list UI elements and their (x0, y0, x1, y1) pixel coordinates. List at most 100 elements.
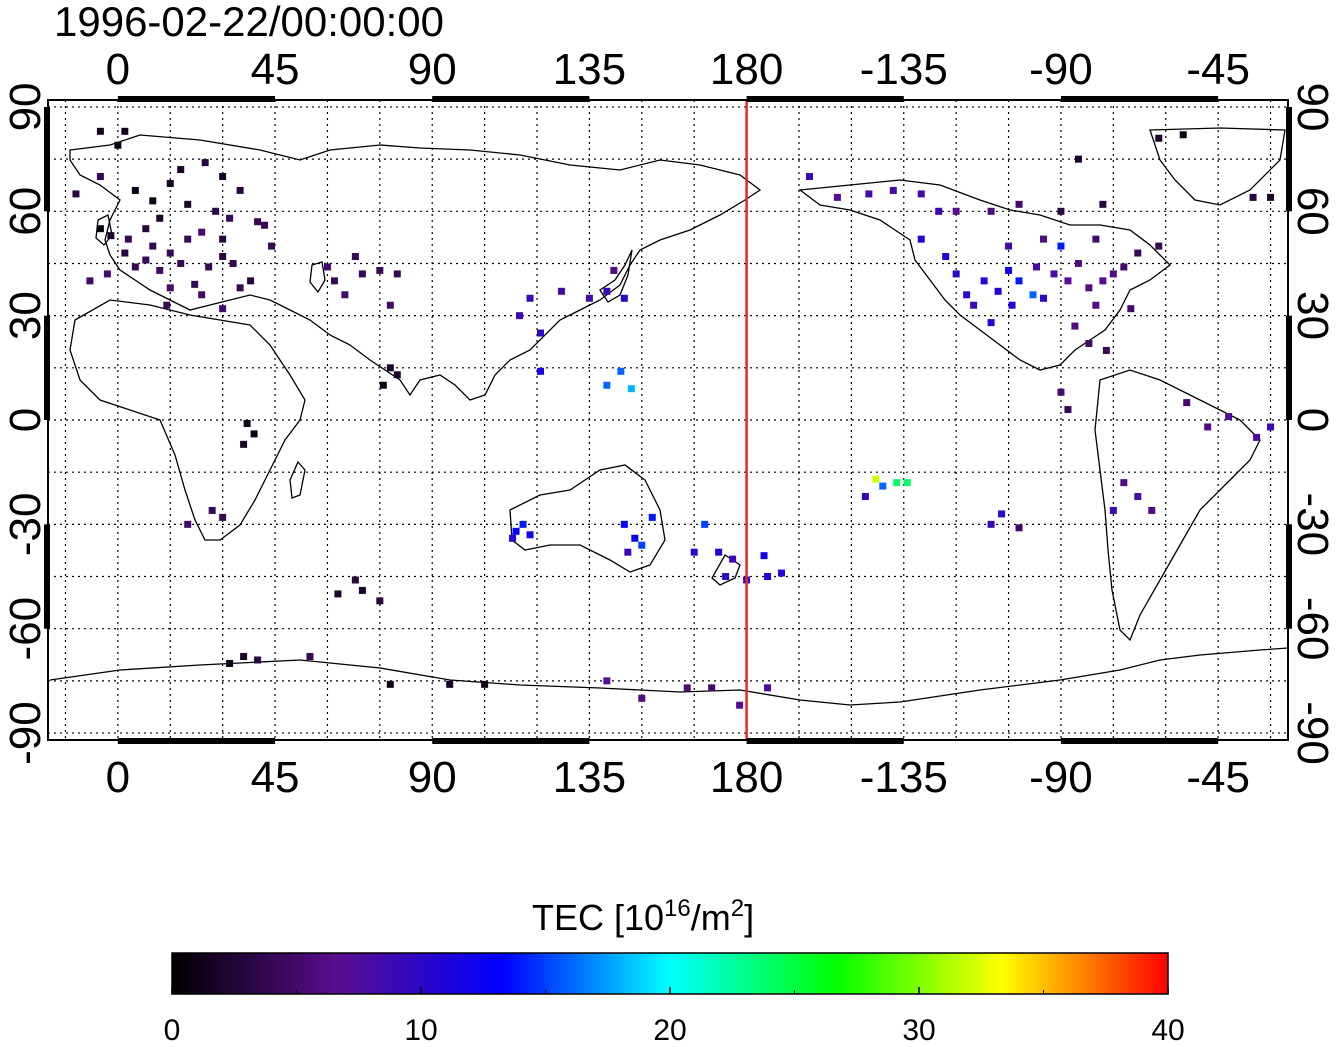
tec-station-marker (1179, 131, 1187, 139)
tec-station-marker (177, 166, 185, 174)
tec-station-marker (142, 256, 150, 264)
tec-station-marker (1134, 493, 1142, 501)
tec-station-marker (393, 371, 401, 379)
lat-tick-left: 60 (1, 187, 50, 236)
lat-tick-right: 90 (1288, 82, 1337, 131)
tec-station-marker (683, 684, 691, 692)
tec-station-marker (715, 548, 723, 556)
tec-station-marker (833, 193, 841, 201)
tec-station-marker (764, 573, 772, 581)
tec-station-marker (1039, 294, 1047, 302)
coastline-africa (69, 299, 306, 541)
tec-station-marker (1155, 134, 1163, 142)
lon-tick-bottom: 180 (710, 753, 783, 802)
tec-station-marker (121, 127, 129, 135)
tec-station-marker (603, 677, 611, 685)
tec-station-marker (205, 263, 213, 271)
frame-lat-band (44, 106, 50, 212)
tec-station-marker (219, 513, 227, 521)
colorbar-label-mid: /m (691, 897, 731, 938)
colorbar-tick-label: 10 (404, 1014, 437, 1042)
lon-tick-top: 90 (408, 45, 457, 94)
tec-station-marker (142, 225, 150, 233)
coastline-greenland (1149, 127, 1286, 206)
tec-station-marker (198, 228, 206, 236)
tec-station-marker (627, 385, 635, 393)
tec-station-marker (1092, 235, 1100, 243)
tec-station-marker (987, 520, 995, 528)
coastline-antarctica (49, 647, 1288, 706)
lon-tick-top: 45 (251, 45, 300, 94)
tec-station-marker (998, 510, 1006, 518)
tec-station-marker (1005, 266, 1013, 274)
tec-station-marker (72, 190, 80, 198)
tec-station-marker (1071, 322, 1079, 330)
tec-station-marker (351, 253, 359, 261)
tec-station-marker (1039, 235, 1047, 243)
tec-station-marker (512, 527, 520, 535)
tec-station-marker (177, 259, 185, 267)
tec-station-marker (1267, 423, 1275, 431)
tec-station-marker (889, 186, 897, 194)
tec-station-marker (163, 301, 171, 309)
lon-tick-top: 135 (553, 45, 626, 94)
tec-station-marker (872, 475, 880, 483)
tec-station-marker (114, 141, 122, 149)
lon-tick-bottom: -90 (1029, 753, 1093, 802)
frame-lon-band (432, 96, 590, 102)
tec-station-marker (729, 555, 737, 563)
tec-station-marker (701, 520, 709, 528)
tec-station-marker (557, 287, 565, 295)
coastline-south-america (1094, 369, 1261, 642)
tec-station-marker (603, 287, 611, 295)
coastlines (49, 127, 1288, 706)
tec-station-marker (131, 186, 139, 194)
tec-station-marker (708, 684, 716, 692)
tec-station-marker (903, 479, 911, 487)
tec-station-marker (917, 190, 925, 198)
tec-station-marker (1134, 249, 1142, 257)
tec-station-marker (330, 277, 338, 285)
tec-station-marker (648, 513, 656, 521)
tec-station-marker (198, 291, 206, 299)
tec-station-marker (970, 301, 978, 309)
lat-tick-right: -30 (1288, 493, 1337, 557)
lat-tick-left: -30 (1, 493, 50, 557)
tec-station-marker (124, 235, 132, 243)
tec-station-marker (1015, 524, 1023, 532)
tec-station-marker (987, 207, 995, 215)
tec-station-marker (156, 214, 164, 222)
tec-station-marker (156, 266, 164, 274)
tec-station-marker (149, 197, 157, 205)
lon-tick-bottom: 0 (106, 753, 130, 802)
tec-station-marker (306, 653, 314, 661)
tec-station-marker (1253, 433, 1261, 441)
tec-station-marker (240, 440, 248, 448)
tec-station-marker (1109, 270, 1117, 278)
tec-station-marker (219, 253, 227, 261)
tec-station-marker (236, 186, 244, 194)
tec-station-marker (386, 301, 394, 309)
tec-station-marker (638, 694, 646, 702)
tec-station-marker (1015, 200, 1023, 208)
tec-station-marker (358, 270, 366, 278)
tec-station-marker (1029, 291, 1037, 299)
tec-station-marker (121, 249, 129, 257)
tec-station-marker (537, 367, 545, 375)
lat-tick-left: -60 (1, 597, 50, 661)
map-axes: 0045459090135135180180-135-135-90-90-45-… (1, 45, 1337, 802)
tec-station-marker (1183, 399, 1191, 407)
colorbar-tick-label: 30 (902, 1014, 935, 1042)
tec-station-marker (1099, 277, 1107, 285)
lon-tick-top: -135 (860, 45, 948, 94)
tec-station-marker (446, 680, 454, 688)
tec-station-marker (1109, 506, 1117, 514)
tec-station-marker (247, 277, 255, 285)
colorbar-label-end: ] (744, 897, 754, 938)
tec-station-marker (86, 277, 94, 285)
lon-tick-top: 0 (106, 45, 130, 94)
coastline-north-america (798, 179, 1171, 371)
tec-station-marker (805, 173, 813, 181)
coastline-britain (95, 214, 113, 246)
tec-station-marker (1074, 155, 1082, 163)
